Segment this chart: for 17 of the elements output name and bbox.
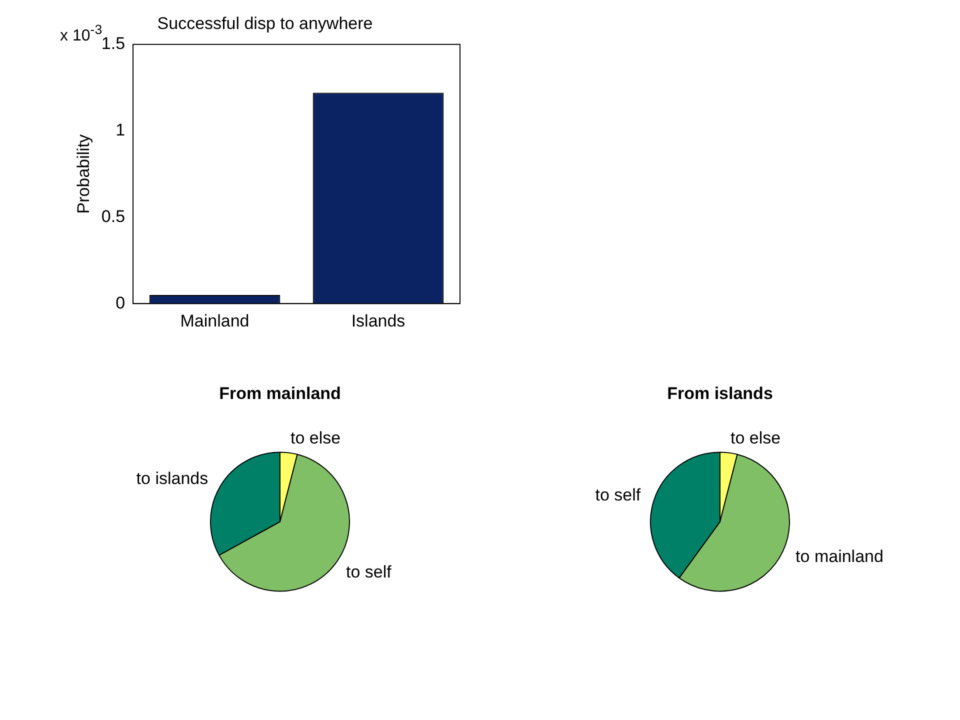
- slice-label: to mainland: [796, 546, 884, 566]
- slice-label: to self: [595, 486, 641, 505]
- x-tick-label: Mainland: [180, 311, 250, 330]
- y-tick-label: 1.5: [101, 34, 126, 54]
- chart-title: From mainland: [219, 384, 341, 403]
- chart-title: From islands: [667, 384, 773, 403]
- slice-label: to else: [730, 428, 781, 448]
- y-tick-label: 0: [116, 293, 126, 312]
- y-tick-label: 0.5: [101, 206, 126, 226]
- y-axis-title: Probability: [74, 134, 93, 214]
- chart-title: Successful disp to anywhere: [157, 14, 373, 33]
- text: x 10$^{-3}$: [60, 22, 102, 46]
- x-tick-label: Islands: [351, 311, 406, 330]
- slice-label: to islands: [136, 468, 208, 488]
- slice-label: to self: [346, 562, 392, 582]
- slice-label: to else: [290, 428, 341, 448]
- y-tick-label: 1: [116, 120, 126, 140]
